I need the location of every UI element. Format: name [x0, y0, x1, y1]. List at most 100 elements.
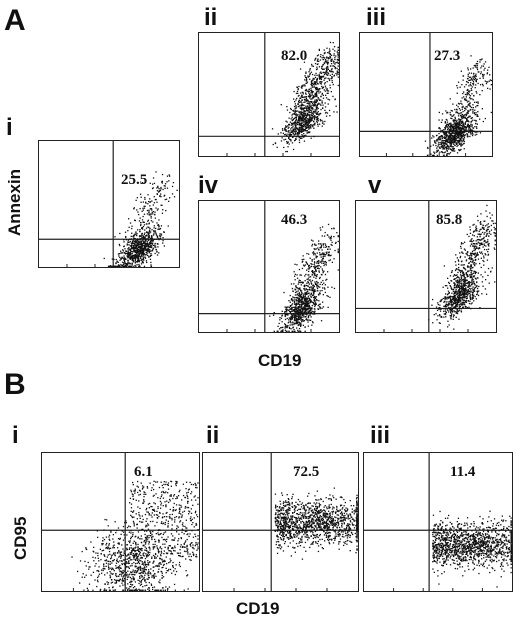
scatter-dot — [139, 251, 142, 253]
scatter-dot — [290, 130, 292, 132]
scatter-dot — [461, 282, 463, 284]
scatter-dot — [446, 285, 448, 287]
scatter-dot — [302, 116, 305, 118]
scatter-dot — [327, 77, 329, 80]
scatter-dot — [488, 226, 490, 228]
scatter-dot — [297, 315, 300, 318]
scatter-dot — [150, 265, 153, 267]
scatter-dot — [312, 291, 314, 293]
scatter-dot — [288, 124, 291, 126]
scatter-dot — [460, 116, 463, 118]
scatter-dot — [303, 297, 305, 299]
scatter-dot — [149, 258, 152, 260]
scatter-dot — [476, 286, 478, 288]
scatter-dot — [139, 229, 141, 231]
scatter-dot — [467, 112, 469, 114]
scatter-dot — [318, 75, 320, 77]
scatter-dot — [458, 269, 460, 271]
scatter-dot — [446, 296, 448, 298]
scatter-dot — [445, 131, 447, 134]
scatter-dot — [148, 239, 150, 241]
scatter-dot — [464, 117, 466, 119]
scatter-dot — [464, 126, 466, 128]
scatter-dot — [444, 142, 446, 144]
scatter-dot — [149, 201, 152, 203]
scatter-dot — [470, 281, 472, 283]
scatter-dot — [437, 149, 439, 151]
scatter-dot — [310, 239, 313, 241]
scatter-dot — [475, 63, 478, 65]
scatter-dot — [476, 92, 478, 94]
scatter-dot — [437, 151, 439, 153]
scatter-dot — [318, 49, 320, 51]
scatter-dot — [305, 80, 307, 82]
scatter-dot — [304, 75, 306, 77]
scatter-dot — [310, 312, 312, 315]
scatter-dot — [472, 99, 474, 101]
scatter-dot — [304, 84, 306, 86]
scatter-dot — [309, 306, 311, 308]
scatter-dot — [329, 259, 331, 261]
scatter-dot — [291, 307, 293, 309]
scatter-dot — [435, 144, 437, 147]
scatter-dot — [463, 274, 465, 276]
scatter-dot — [474, 114, 476, 116]
scatter-dot — [470, 290, 472, 292]
scatter-dot — [284, 329, 287, 331]
scatter-dot — [305, 120, 307, 122]
scatter-dot — [465, 84, 467, 86]
scatter-dot — [118, 265, 120, 267]
scatter-dot — [467, 291, 469, 293]
scatter-dot — [331, 81, 333, 84]
scatter-dot — [326, 69, 328, 71]
scatter-dot — [452, 143, 455, 145]
scatter-dot — [322, 270, 324, 272]
scatter-dot — [305, 303, 307, 305]
scatter-dot — [475, 227, 477, 229]
scatter-dot — [322, 301, 324, 303]
scatter-dot — [318, 300, 320, 302]
scatter-dot — [143, 233, 145, 236]
scatter-dot — [327, 271, 329, 273]
scatter-dot — [483, 238, 485, 240]
scatter-dot — [310, 118, 312, 120]
scatter-dot — [298, 85, 300, 88]
scatter-dot — [303, 314, 305, 316]
scatter-dot — [480, 257, 482, 259]
scatter-dot — [438, 132, 440, 135]
scatter-dot — [312, 251, 315, 253]
scatter-dot — [316, 261, 318, 263]
scatter-dot — [462, 274, 464, 276]
scatter-dot — [140, 224, 142, 227]
scatter-dot — [457, 144, 459, 146]
scatter-dot — [329, 238, 331, 240]
scatter-dot — [475, 255, 477, 257]
scatter-dot — [319, 123, 321, 125]
scatter-dot — [133, 256, 135, 258]
scatter-dot — [135, 252, 138, 254]
scatter-dot — [309, 119, 311, 121]
scatter-dot — [293, 297, 295, 299]
scatter-dot — [461, 298, 463, 300]
scatter-dot — [307, 316, 310, 318]
scatter-dot — [285, 150, 287, 153]
scatter-dot — [329, 74, 331, 76]
scatter-dot — [457, 294, 459, 297]
scatter-dot — [296, 312, 298, 314]
scatter-dot — [153, 231, 155, 233]
scatter-dot — [302, 129, 304, 131]
scatter-dot — [310, 296, 312, 298]
scatter-dot — [451, 296, 453, 298]
scatter-dot — [316, 100, 318, 102]
scatter-dot — [330, 70, 332, 72]
scatter-dot — [302, 297, 304, 300]
scatter-dot — [328, 99, 331, 101]
scatter-dot — [303, 320, 305, 322]
scatter-dot — [128, 238, 131, 240]
scatter-dot — [144, 196, 146, 199]
scatter-dot — [142, 182, 144, 184]
scatter-dot — [289, 294, 291, 297]
scatter-dot — [463, 296, 465, 299]
scatter-dot — [299, 301, 301, 303]
scatter-dot — [308, 116, 311, 118]
